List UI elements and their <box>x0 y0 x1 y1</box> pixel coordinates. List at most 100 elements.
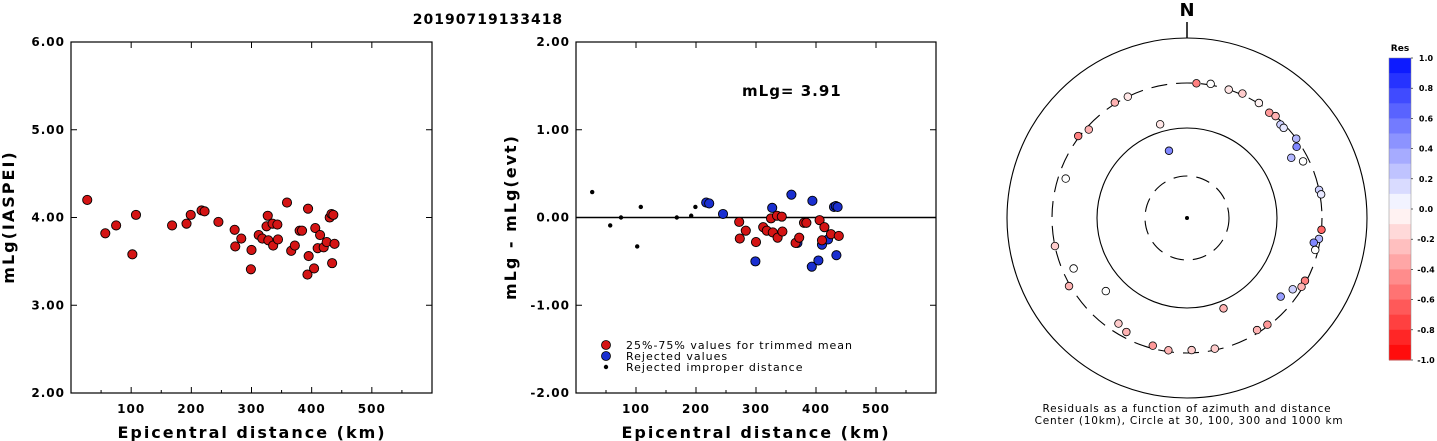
polar-residual-point <box>1114 319 1123 328</box>
legend-marker-improper <box>603 364 609 370</box>
colorbar-tick-label: 0.6 <box>1419 114 1434 123</box>
magnitude-x-tick-label: 200 <box>177 402 205 416</box>
improper-distance-point <box>693 204 698 210</box>
magnitude-x-axis-label: Epicentral distance (km) <box>117 423 386 441</box>
colorbar-tick-label: 0.8 <box>1419 84 1434 93</box>
polar-residual-point <box>1061 174 1070 183</box>
residual-x-tick-label: 400 <box>802 402 830 416</box>
improper-distance-point <box>689 213 694 218</box>
polar-residual-point <box>1316 190 1326 199</box>
residual-y-tick-label: -2.00 <box>530 386 570 400</box>
residual-x-axis-label: Epicentral distance (km) <box>621 423 890 441</box>
residual-colorbar: Res 1.0 0.8 0.6 0.4 0.2 0.0 -0.2 -0.4 -0.6 -0.8 -1… <box>1388 44 1435 365</box>
magnitude-point <box>246 244 257 256</box>
magnitude-point <box>302 269 313 280</box>
polar-residual-point <box>1271 111 1280 121</box>
colorbar-cell <box>1389 88 1411 104</box>
polar-residual-point <box>1297 282 1306 292</box>
improper-distance-point <box>590 189 595 195</box>
colorbar-cell <box>1389 329 1411 346</box>
colorbar-cell <box>1389 103 1411 119</box>
polar-residual-point <box>1050 241 1060 251</box>
legend-label-improper: Rejected improper distance <box>626 361 804 374</box>
accepted-point <box>816 235 828 246</box>
accepted-point <box>734 233 745 244</box>
residual-y-tick-label: 0.00 <box>536 211 570 225</box>
rejected-point <box>786 189 797 200</box>
rejected-point <box>750 256 761 267</box>
colorbar-tick-label: -0.4 <box>1417 265 1435 274</box>
magnitude-y-axis-label: mLg(IASPEI) <box>0 150 18 283</box>
magnitude-y-tick-label: 2.00 <box>31 386 65 400</box>
colorbar-tick-label: 0.0 <box>1419 205 1434 214</box>
improper-distance-point <box>674 215 679 220</box>
polar-residual-point <box>1110 98 1120 107</box>
polar-residual-point <box>1164 146 1174 155</box>
ring-30km <box>1144 175 1230 261</box>
magnitude-point <box>199 206 210 217</box>
magnitude-point <box>328 209 339 220</box>
center-marker <box>1185 216 1189 220</box>
magnitude-point <box>289 240 300 251</box>
magnitude-point <box>272 234 284 245</box>
magnitude-point <box>329 238 340 249</box>
magnitude-x-tick-label: 500 <box>358 402 386 416</box>
rejected-point <box>704 198 715 209</box>
ring-1000km <box>1006 37 1368 399</box>
north-label: N <box>1179 0 1194 21</box>
residual-x-tick-label: 100 <box>622 402 650 416</box>
magnitude-y-tick-label: 6.00 <box>31 35 65 49</box>
rejected-point <box>807 195 818 206</box>
colorbar-tick-label: -0.6 <box>1417 296 1435 305</box>
colorbar-cell <box>1389 73 1411 89</box>
magnitude-y-tick-label: 3.00 <box>31 298 65 312</box>
rejected-point <box>813 255 824 266</box>
polar-residual-point <box>1192 79 1201 88</box>
polar-residual-point <box>1148 341 1157 350</box>
colorbar-tick-label: 0.2 <box>1419 175 1433 184</box>
polar-caption-line1: Residuals as a function of azimuth and d… <box>1043 403 1332 415</box>
colorbar-cell <box>1389 224 1411 240</box>
colorbar-cell <box>1389 148 1411 165</box>
polar-residual-point <box>1064 281 1074 291</box>
polar-residual-point <box>1238 89 1247 98</box>
accepted-point <box>833 230 844 241</box>
magnitude-point <box>296 225 308 236</box>
legend-marker-accepted <box>601 340 611 350</box>
magnitude-point <box>309 263 320 274</box>
magnitude-point <box>303 251 314 262</box>
colorbar-cell <box>1389 133 1411 150</box>
magnitude-point <box>281 197 293 208</box>
colorbar-tick-label: -0.8 <box>1417 326 1435 335</box>
magnitude-point <box>181 218 192 229</box>
polar-panel: N Residuals as a function of azimuth and… <box>1006 0 1368 427</box>
colorbar-cell <box>1389 269 1411 285</box>
accepted-point <box>776 211 787 222</box>
polar-caption-line2: Center (10km), Circle at 30, 100, 300 an… <box>1035 415 1344 427</box>
polar-residual-point <box>1252 325 1262 335</box>
colorbar-cells <box>1389 58 1411 361</box>
residual-x-tick-label: 200 <box>682 402 710 416</box>
polar-residual-point <box>1292 142 1301 152</box>
accepted-point <box>794 232 805 243</box>
colorbar-cell <box>1389 118 1411 134</box>
polar-residual-point <box>1187 345 1196 355</box>
polar-residual-point <box>1074 131 1083 141</box>
magnitude-y-tick-label: 4.00 <box>31 211 65 225</box>
magnitude-point <box>130 209 142 220</box>
magnitude-x-tick-label: 300 <box>237 402 265 416</box>
polar-residual-point <box>1219 304 1228 313</box>
magnitude-point <box>229 224 240 235</box>
magnitude-plot-frame <box>70 41 433 394</box>
ring-100km <box>1096 127 1278 309</box>
magnitude-panel: 100 200 300 400 500 2.00 3.00 4.00 5.00 6.00 Epic… <box>0 35 433 441</box>
accepted-point <box>750 237 762 248</box>
polar-residual-point <box>1224 85 1233 94</box>
mlg-annotation: mLg= 3.91 <box>742 82 842 100</box>
colorbar-cell <box>1389 344 1411 361</box>
colorbar-cell <box>1389 193 1411 210</box>
magnitude-point <box>111 220 122 231</box>
legend-marker-rejected <box>601 351 611 361</box>
polar-residual-point <box>1276 292 1285 301</box>
